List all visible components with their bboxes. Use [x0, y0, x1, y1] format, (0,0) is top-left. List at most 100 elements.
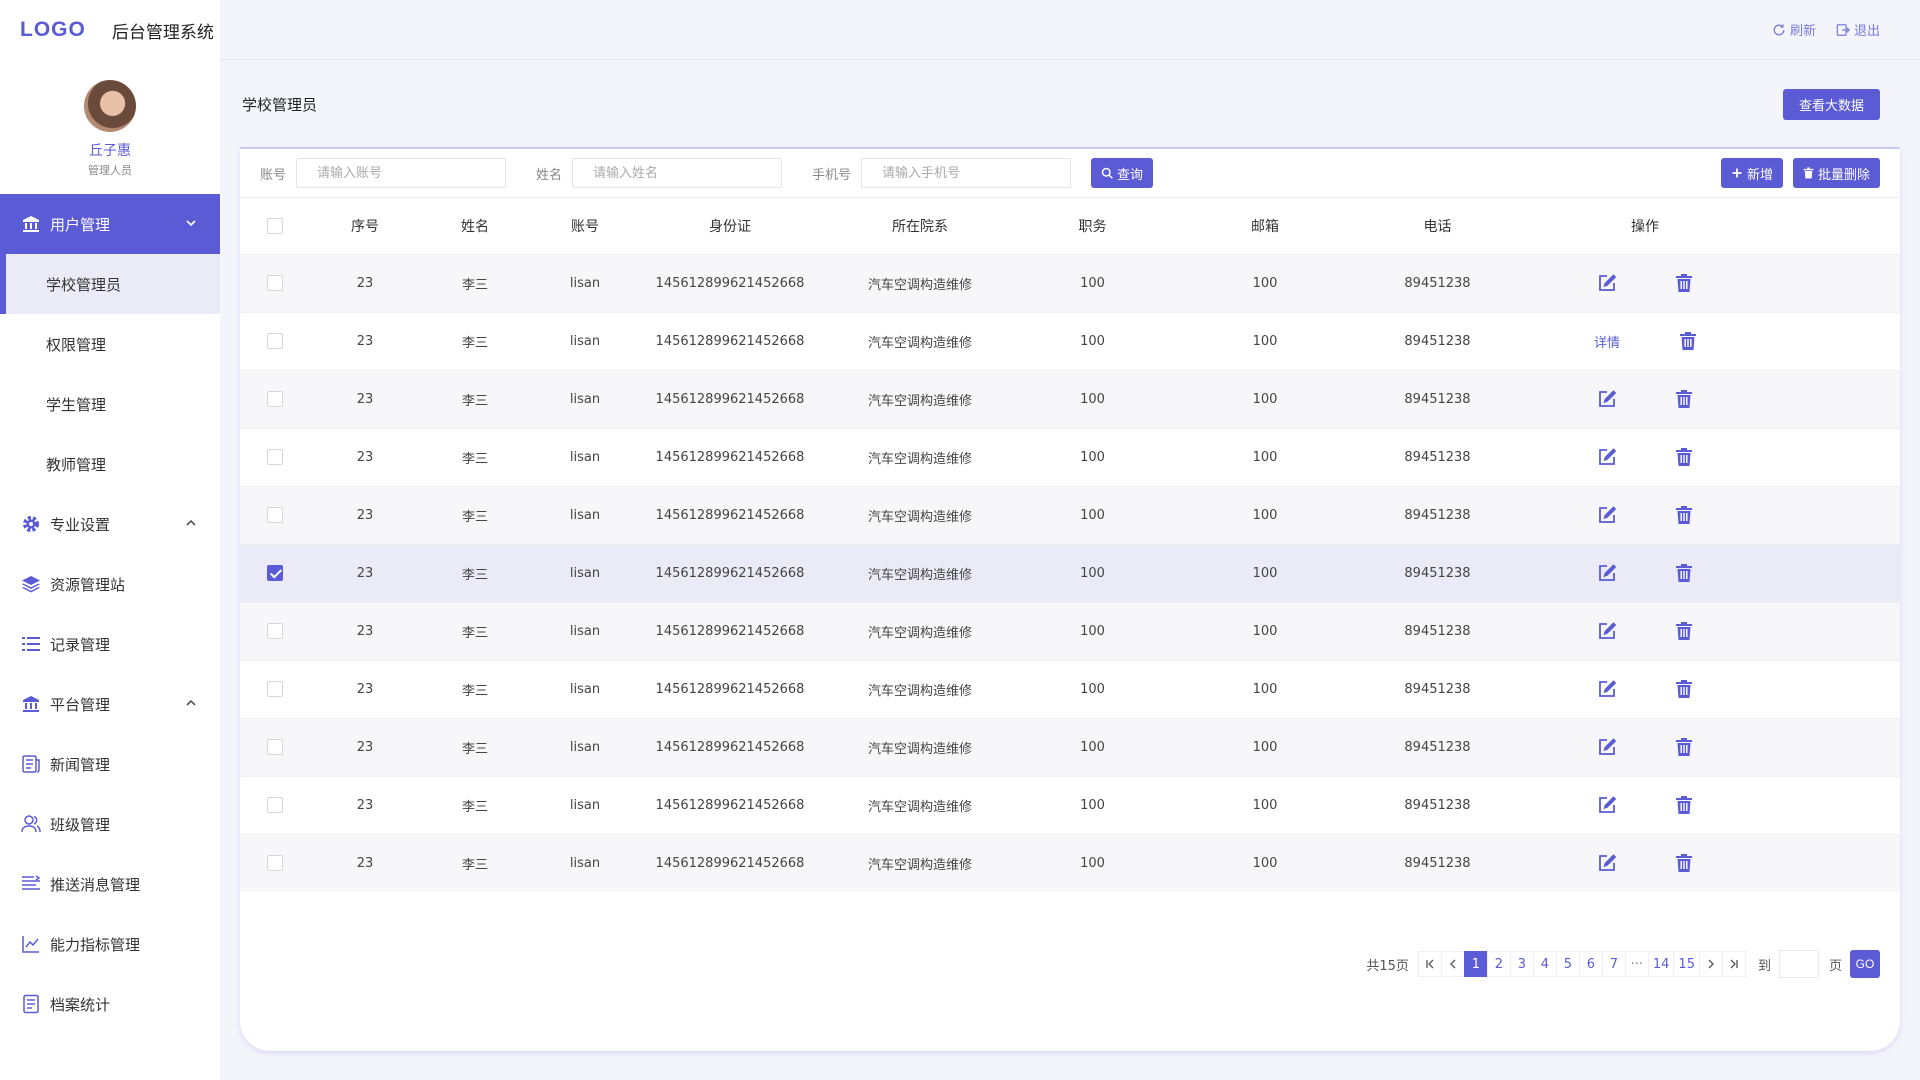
table-row[interactable]: 23 李三 lisan 145612899621452668 汽车空调构造维修 100 10…	[240, 427, 1900, 486]
sidebar-item-label: 推送消息管理	[50, 875, 141, 894]
table-row[interactable]: 23 李三 lisan 145612899621452668 汽车空调构造维修 100 10…	[240, 601, 1900, 660]
logout-button[interactable]: 退出	[1836, 20, 1880, 39]
delete-icon[interactable]	[1676, 274, 1692, 292]
sidebar: LOGO 后台管理系统 丘子惠 管理人员 用户管理 学校管理员 权限管理 学生管理 教师…	[0, 0, 220, 1080]
table-row[interactable]: 23 李三 lisan 145612899621452668 汽车空调构造维修 100 10…	[240, 659, 1900, 718]
row-name: 李三	[420, 485, 530, 544]
row-checkbox[interactable]	[267, 333, 283, 349]
sidebar-item[interactable]: 平台管理	[0, 674, 220, 734]
sidebar-subitem[interactable]: 学生管理	[0, 374, 220, 434]
table-row[interactable]: 23 李三 lisan 145612899621452668 汽车空调构造维修 100 10…	[240, 775, 1900, 834]
delete-icon[interactable]	[1676, 680, 1692, 698]
row-checkbox[interactable]	[267, 797, 283, 813]
phone-input[interactable]	[861, 158, 1072, 188]
edit-icon[interactable]	[1598, 854, 1616, 872]
select-all-checkbox[interactable]	[267, 217, 283, 234]
view-big-data-button[interactable]: 查看大数据	[1782, 89, 1880, 120]
edit-icon[interactable]	[1598, 506, 1616, 524]
row-checkbox[interactable]	[267, 507, 283, 523]
row-checkbox[interactable]	[267, 681, 283, 697]
search-button[interactable]: 查询	[1091, 158, 1154, 188]
sidebar-item[interactable]: 专业设置	[0, 494, 220, 554]
delete-icon[interactable]	[1680, 332, 1696, 350]
name-input[interactable]	[572, 158, 783, 188]
next-page-button[interactable]	[1698, 951, 1723, 977]
first-page-button[interactable]	[1417, 951, 1442, 977]
sidebar-item[interactable]: 资源管理站	[0, 554, 220, 614]
delete-icon[interactable]	[1676, 738, 1692, 756]
sidebar-item[interactable]: 班级管理	[0, 794, 220, 854]
go-button[interactable]: GO	[1850, 950, 1880, 978]
delete-icon[interactable]	[1676, 796, 1692, 814]
last-page-button[interactable]	[1721, 951, 1746, 977]
page-number-button[interactable]: 5	[1555, 951, 1580, 977]
sidebar-item-label: 档案统计	[50, 995, 111, 1014]
row-dept: 汽车空调构造维修	[820, 543, 1020, 602]
delete-icon[interactable]	[1676, 390, 1692, 408]
edit-icon[interactable]	[1598, 274, 1616, 292]
delete-icon[interactable]	[1676, 854, 1692, 873]
table-row[interactable]: 23 李三 lisan 145612899621452668 汽车空调构造维修 100 10…	[240, 369, 1900, 428]
row-actions	[1510, 659, 1780, 718]
table-row[interactable]: 23 李三 lisan 145612899621452668 汽车空调构造维修 100 10…	[240, 253, 1900, 312]
page-number-button[interactable]: 1	[1463, 951, 1488, 977]
sidebar-subitem[interactable]: 权限管理	[0, 314, 220, 374]
delete-icon[interactable]	[1676, 622, 1692, 640]
avatar[interactable]	[84, 80, 136, 132]
table-row[interactable]: 23 李三 lisan 145612899621452668 汽车空调构造维修 100 10…	[240, 717, 1900, 776]
edit-icon[interactable]	[1598, 738, 1616, 756]
row-checkbox[interactable]	[267, 623, 283, 639]
table-row[interactable]: 23 李三 lisan 145612899621452668 汽车空调构造维修 100 10…	[240, 311, 1900, 370]
sidebar-item[interactable]: 新闻管理	[0, 734, 220, 794]
sidebar-item[interactable]: 档案统计	[0, 974, 220, 1034]
news-icon	[20, 753, 42, 775]
edit-icon[interactable]	[1598, 680, 1616, 698]
refresh-button[interactable]: 刷新	[1772, 20, 1816, 39]
edit-icon[interactable]	[1598, 564, 1616, 582]
page-number-button[interactable]: 6	[1578, 951, 1603, 977]
goto-page-input[interactable]	[1778, 950, 1819, 978]
row-name: 李三	[420, 253, 530, 312]
row-no: 23	[310, 543, 420, 602]
batch-delete-button[interactable]: 批量删除	[1792, 158, 1880, 188]
page-number-button[interactable]: 2	[1486, 951, 1511, 977]
row-id-card: 145612899621452668	[640, 253, 820, 312]
row-checkbox[interactable]	[267, 391, 283, 407]
sidebar-item[interactable]: 用户管理	[0, 194, 220, 254]
col-header-actions: 操作	[1631, 218, 1659, 235]
row-checkbox[interactable]	[267, 565, 283, 581]
row-checkbox[interactable]	[267, 275, 283, 291]
content-card: 账号 姓名 手机号 查询 新增 批量删除	[240, 147, 1900, 1051]
sidebar-item[interactable]: 推送消息管理	[0, 854, 220, 914]
prev-page-button[interactable]	[1440, 951, 1465, 977]
sidebar-subitem[interactable]: 教师管理	[0, 434, 220, 494]
row-checkbox[interactable]	[267, 449, 283, 465]
table-row[interactable]: 23 李三 lisan 145612899621452668 汽车空调构造维修 100 10…	[240, 485, 1900, 544]
table-row[interactable]: 23 李三 lisan 145612899621452668 汽车空调构造维修 100 10…	[240, 543, 1900, 602]
delete-icon[interactable]	[1676, 448, 1692, 466]
page-number-button[interactable]: 14	[1647, 951, 1675, 977]
edit-icon[interactable]	[1598, 796, 1616, 814]
sidebar-item[interactable]: 能力指标管理	[0, 914, 220, 974]
page-number-button[interactable]: 7	[1601, 951, 1626, 977]
edit-icon[interactable]	[1598, 622, 1616, 640]
trend-chart-icon	[20, 933, 42, 955]
page-number-button[interactable]: 3	[1509, 951, 1534, 977]
delete-icon[interactable]	[1676, 564, 1692, 582]
add-button[interactable]: 新增	[1720, 158, 1783, 188]
delete-icon[interactable]	[1676, 506, 1692, 524]
sidebar-item-label: 平台管理	[50, 695, 111, 714]
row-position: 100	[1020, 659, 1165, 718]
account-input[interactable]	[296, 158, 507, 188]
sidebar-subitem[interactable]: 学校管理员	[0, 254, 220, 314]
sidebar-item[interactable]: 记录管理	[0, 614, 220, 674]
row-checkbox[interactable]	[267, 739, 283, 755]
page-number-button[interactable]: 15	[1673, 951, 1700, 977]
row-checkbox[interactable]	[267, 855, 283, 872]
edit-icon[interactable]	[1598, 448, 1616, 466]
detail-link[interactable]: 详情	[1593, 335, 1620, 351]
page-number-button[interactable]: 4	[1532, 951, 1557, 977]
profile-role: 管理人员	[88, 164, 132, 177]
edit-icon[interactable]	[1598, 390, 1616, 408]
table-row[interactable]: 23 李三 lisan 145612899621452668 汽车空调构造维修 100 10…	[240, 833, 1900, 892]
